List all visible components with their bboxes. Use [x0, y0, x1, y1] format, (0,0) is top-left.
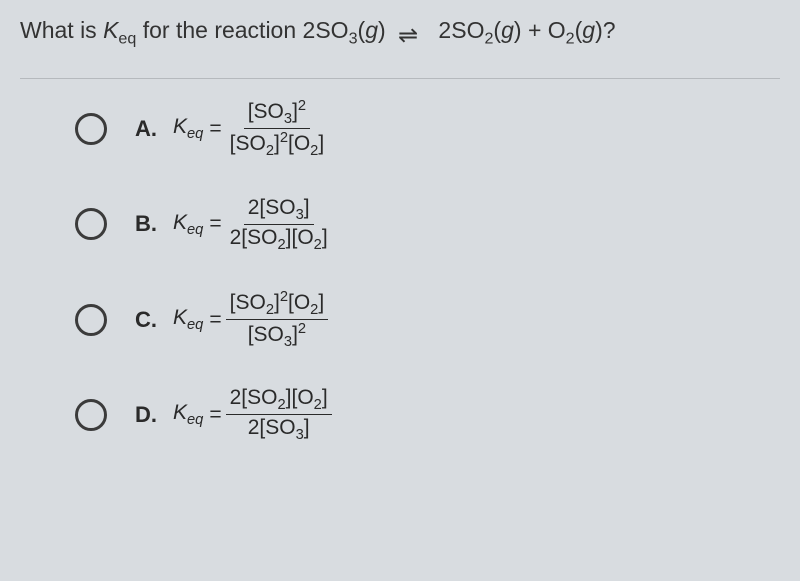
equals-sign: =	[209, 212, 221, 236]
option-expression: Keq= [SO3]2 [SO2]2[O2]	[173, 97, 328, 160]
radio-d[interactable]	[75, 399, 107, 431]
denominator: [SO3]2	[244, 320, 310, 351]
question-mid: for the reaction 2SO3(g)	[136, 17, 392, 43]
fraction: [SO3]2 [SO2]2[O2]	[226, 97, 329, 160]
question-keq: Keq	[103, 17, 136, 43]
denominator: [SO2]2[O2]	[226, 129, 329, 160]
option-b[interactable]: B. Keq= 2[SO3] 2[SO2][O2]	[75, 195, 780, 254]
option-d[interactable]: D. Keq= 2[SO2][O2] 2[SO3]	[75, 385, 780, 444]
question-rhs: 2SO2(g) + O2(g)?	[432, 17, 615, 43]
option-letter: B.	[135, 211, 161, 237]
fraction: 2[SO2][O2] 2[SO3]	[226, 385, 332, 444]
equals-sign: =	[209, 117, 221, 141]
numerator: 2[SO3]	[244, 195, 314, 225]
question-stem: What is Keq for the reaction 2SO3(g) 2SO…	[20, 14, 780, 50]
option-letter: C.	[135, 307, 161, 333]
numerator: 2[SO2][O2]	[226, 385, 332, 415]
equilibrium-arrow-icon	[398, 23, 426, 41]
radio-b[interactable]	[75, 208, 107, 240]
fraction: [SO2]2[O2] [SO3]2	[226, 288, 329, 351]
equals-sign: =	[209, 308, 221, 332]
divider	[20, 78, 780, 79]
radio-c[interactable]	[75, 304, 107, 336]
option-expression: Keq= [SO2]2[O2] [SO3]2	[173, 288, 328, 351]
options-list: A. Keq= [SO3]2 [SO2]2[O2] B. Keq= 2[SO3]…	[20, 97, 780, 445]
option-expression: Keq= 2[SO2][O2] 2[SO3]	[173, 385, 332, 444]
equals-sign: =	[209, 403, 221, 427]
numerator: [SO3]2	[244, 97, 310, 129]
keq-symbol: Keq	[173, 306, 203, 333]
keq-symbol: Keq	[173, 115, 203, 142]
question-page: What is Keq for the reaction 2SO3(g) 2SO…	[0, 0, 800, 445]
option-expression: Keq= 2[SO3] 2[SO2][O2]	[173, 195, 332, 254]
option-letter: A.	[135, 116, 161, 142]
option-a[interactable]: A. Keq= [SO3]2 [SO2]2[O2]	[75, 97, 780, 160]
fraction: 2[SO3] 2[SO2][O2]	[226, 195, 332, 254]
option-letter: D.	[135, 402, 161, 428]
numerator: [SO2]2[O2]	[226, 288, 329, 320]
denominator: 2[SO3]	[244, 415, 314, 444]
denominator: 2[SO2][O2]	[226, 225, 332, 254]
option-c[interactable]: C. Keq= [SO2]2[O2] [SO3]2	[75, 288, 780, 351]
radio-a[interactable]	[75, 113, 107, 145]
keq-symbol: Keq	[173, 401, 203, 428]
question-prefix: What is	[20, 17, 103, 43]
keq-symbol: Keq	[173, 211, 203, 238]
